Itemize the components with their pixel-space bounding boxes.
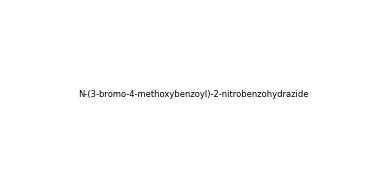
Text: N-(3-bromo-4-methoxybenzoyl)-2-nitrobenzohydrazide: N-(3-bromo-4-methoxybenzoyl)-2-nitrobenz…	[78, 90, 308, 99]
